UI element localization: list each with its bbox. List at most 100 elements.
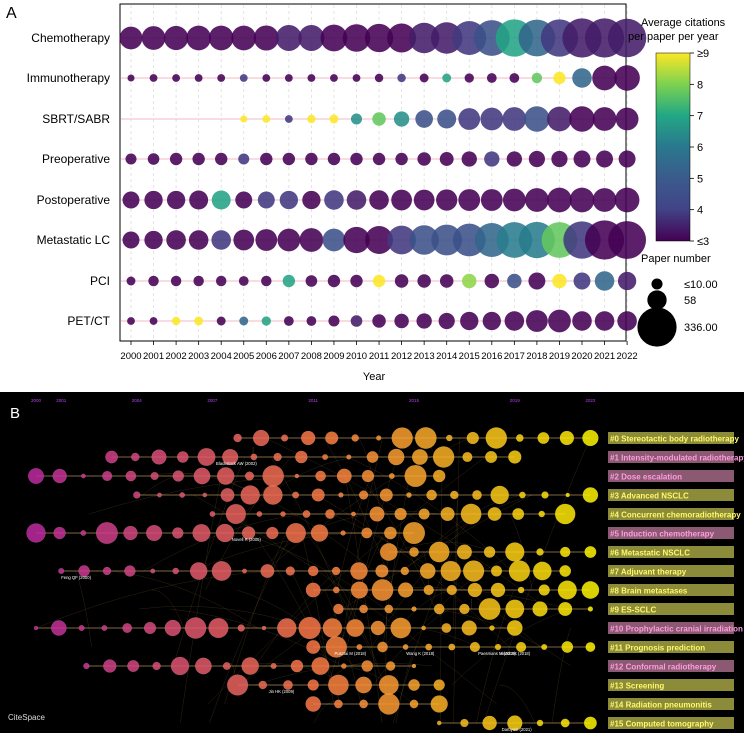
bubble-point [307, 74, 316, 82]
figure-panel-a: A Chemotherapy Immunotherapy SBRT/SABR Preo… [6, 3, 726, 383]
citation-node [157, 492, 162, 498]
bubble-point [525, 188, 549, 212]
citation-node [456, 544, 472, 560]
citation-node [485, 450, 498, 464]
citation-node [78, 624, 85, 632]
citation-node [172, 470, 184, 482]
citation-node [350, 562, 368, 580]
bubble-point [193, 275, 204, 287]
cluster-label: #0 Stereotactic body radiotherapy [610, 435, 739, 444]
citation-node [428, 541, 450, 563]
bubble-point [596, 150, 614, 168]
bubble-point [372, 152, 386, 166]
bubble-point [346, 190, 367, 210]
citation-node [378, 693, 400, 715]
citation-node [460, 718, 469, 728]
bubble-point [572, 311, 592, 331]
citation-node [432, 469, 446, 483]
citation-node [423, 584, 434, 596]
size-legend-circle [637, 307, 677, 347]
citation-node [281, 434, 289, 442]
bubble-point [262, 115, 271, 123]
cluster-label: #8 Brain metastases [610, 587, 688, 596]
bubble-point [417, 152, 431, 166]
bubble-point [192, 152, 205, 166]
citation-node [189, 562, 208, 580]
citation-node [146, 524, 163, 542]
bubble-point [211, 230, 231, 250]
bubble-point [305, 275, 318, 287]
bubble-point [320, 24, 348, 52]
citation-node [565, 492, 570, 498]
citation-node [258, 680, 268, 690]
citation-node [388, 473, 395, 479]
citation-node [446, 584, 457, 596]
timeline-year-tick: 2019 [510, 398, 521, 403]
bubble-point [186, 25, 211, 51]
cluster-label: #4 Concurrent chemoradiotherapy [610, 511, 741, 520]
citation-node [222, 448, 239, 466]
bubble-point [284, 74, 293, 82]
bubble-point [480, 189, 503, 211]
author-label: Novell R (2005) [232, 537, 262, 542]
citation-node [519, 491, 526, 499]
citation-node [541, 643, 548, 651]
bubble-point [592, 107, 617, 131]
bubble-point [299, 228, 324, 252]
citation-node [397, 582, 414, 598]
x-tick-label: 2009 [323, 351, 344, 362]
citation-node [83, 662, 90, 670]
co-citation-link [209, 532, 293, 724]
citation-node [250, 453, 258, 461]
bubble-point [506, 151, 523, 167]
bubble-point [484, 273, 500, 289]
bubble-point [261, 316, 271, 326]
colorbar-gradient [655, 52, 691, 242]
bubble-point [149, 74, 158, 82]
citation-node [294, 473, 300, 479]
citation-node [53, 526, 66, 540]
colorbar-title-line2: per paper per year [628, 31, 719, 43]
citation-node [292, 491, 300, 499]
co-citation-link [422, 551, 430, 591]
bubble-point [436, 189, 458, 211]
citation-node [192, 524, 211, 542]
co-citation-link [358, 437, 382, 515]
citation-node [387, 448, 405, 466]
bubble-point [343, 226, 370, 254]
citation-node [209, 511, 216, 517]
size-legend: ≤10.00 58 336.00 [637, 278, 718, 347]
bubble-point [231, 25, 257, 51]
colorbar-tick-label: 7 [697, 111, 703, 123]
citation-node [356, 644, 363, 650]
citation-node [507, 715, 523, 731]
citation-node [359, 699, 368, 709]
bubble-point [302, 190, 321, 210]
bubble-point [460, 311, 479, 331]
citation-node [430, 695, 448, 713]
cluster-label-box [608, 603, 734, 615]
citation-node [336, 468, 352, 484]
author-label: Vinod SK (2018) [500, 651, 531, 656]
bubble-point [374, 73, 384, 83]
citation-node [328, 674, 349, 696]
bubble-point [528, 150, 545, 168]
citation-node [489, 625, 495, 631]
citation-node [419, 563, 436, 579]
co-citation-link [453, 494, 458, 629]
x-tick-label: 2012 [391, 351, 412, 362]
bubble-point [364, 23, 394, 53]
bubble-point [409, 225, 439, 255]
colorbar-tick-label: 6 [697, 142, 703, 154]
x-tick-label: 2004 [211, 351, 232, 362]
bubble-point [282, 274, 296, 288]
bubble-point [502, 188, 526, 212]
citation-node [81, 473, 86, 479]
citation-node [450, 490, 459, 500]
cluster-label-box [608, 679, 734, 691]
citation-node [375, 564, 389, 578]
bubble-point [372, 112, 386, 126]
bubble-point [277, 228, 301, 252]
bubble-point [144, 190, 163, 210]
x-tick-label: 2001 [143, 351, 164, 362]
